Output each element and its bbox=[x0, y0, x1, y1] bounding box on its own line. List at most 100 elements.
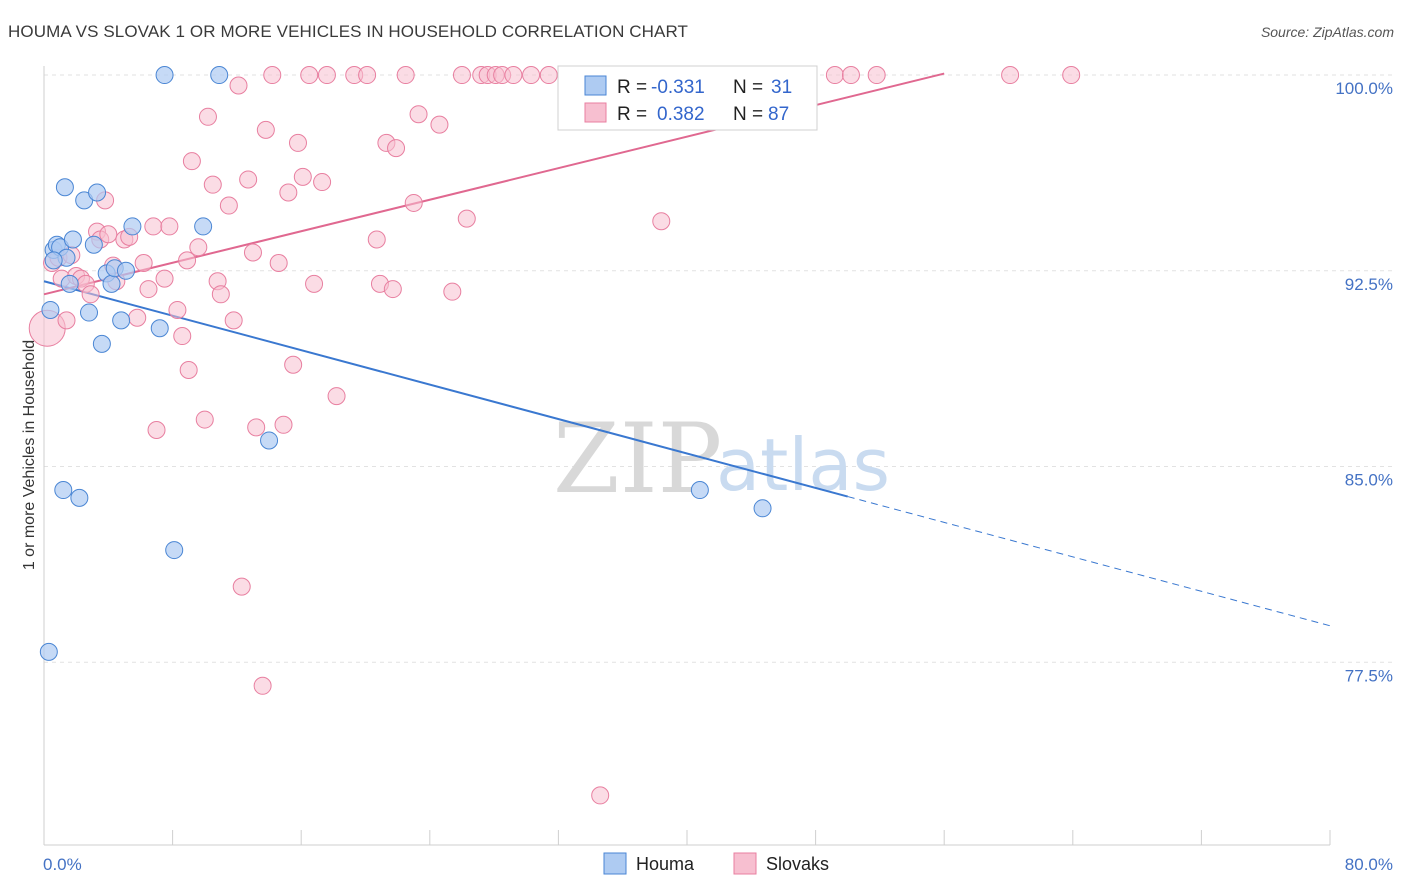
slovaks-point bbox=[288, 133, 307, 152]
houma-point bbox=[60, 274, 79, 293]
slovaks-point bbox=[144, 217, 163, 236]
houma-r-value: -0.331 bbox=[651, 77, 705, 98]
slovaks-point bbox=[358, 66, 377, 85]
slovaks-points bbox=[28, 66, 1081, 805]
slovaks-r-value: 0.382 bbox=[657, 104, 705, 125]
source-credit: Source: ZipAtlas.com bbox=[1260, 24, 1394, 40]
slovaks-point bbox=[305, 274, 324, 293]
slovaks-point bbox=[189, 238, 208, 257]
slovaks-point bbox=[203, 175, 222, 194]
legend-slovaks-swatch bbox=[733, 852, 757, 875]
houma-point bbox=[155, 66, 174, 85]
slovaks-point bbox=[284, 355, 303, 374]
series-legend: Houma Slovaks bbox=[603, 852, 829, 875]
houma-point bbox=[55, 178, 74, 197]
houma-n-value: 31 bbox=[771, 77, 792, 98]
houma-point bbox=[194, 217, 213, 236]
slovaks-point bbox=[404, 193, 423, 212]
watermark-atlas: atlas bbox=[716, 423, 890, 507]
slovaks-point bbox=[168, 300, 187, 319]
y-tick-label: 92.5% bbox=[1345, 275, 1393, 294]
houma-point bbox=[39, 642, 58, 661]
slovaks-point bbox=[179, 360, 198, 379]
slovaks-point bbox=[269, 253, 288, 272]
houma-swatch bbox=[584, 75, 607, 96]
houma-point bbox=[70, 488, 89, 507]
houma-point bbox=[102, 274, 121, 293]
slovaks-point bbox=[160, 217, 179, 236]
houma-point bbox=[116, 261, 135, 280]
slovaks-n-label: N = bbox=[733, 104, 763, 125]
slovaks-point bbox=[239, 170, 258, 189]
houma-r-label: R = bbox=[617, 77, 647, 98]
houma-point bbox=[150, 319, 169, 338]
slovaks-point bbox=[539, 66, 558, 85]
houma-point bbox=[112, 311, 131, 330]
legend-houma-label: Houma bbox=[636, 854, 695, 874]
slovaks-point bbox=[387, 139, 406, 158]
gridlines bbox=[44, 74, 1392, 663]
slovaks-point bbox=[274, 415, 293, 434]
houma-point bbox=[63, 230, 82, 249]
slovaks-point bbox=[229, 76, 248, 95]
slovaks-point bbox=[173, 327, 192, 346]
slovaks-point bbox=[367, 230, 386, 249]
slovaks-point bbox=[313, 173, 332, 192]
slovaks-point bbox=[253, 676, 272, 695]
y-axis-title: 1 or more Vehicles in Household bbox=[21, 340, 38, 570]
slovaks-point bbox=[263, 66, 282, 85]
axes bbox=[43, 66, 1331, 846]
y-tick-label: 77.5% bbox=[1345, 666, 1393, 685]
houma-point bbox=[44, 251, 63, 270]
slovaks-point bbox=[300, 66, 319, 85]
y-tick-labels: 100.0% 92.5% 85.0% 77.5% bbox=[1335, 79, 1393, 685]
slovaks-point bbox=[155, 269, 174, 288]
houma-point bbox=[260, 431, 279, 450]
slovaks-point bbox=[652, 212, 671, 231]
slovaks-point bbox=[81, 285, 100, 304]
houma-point bbox=[80, 303, 99, 322]
slovaks-point bbox=[327, 387, 346, 406]
slovaks-point bbox=[1062, 66, 1081, 85]
houma-n-label: N = bbox=[733, 77, 763, 98]
slovaks-point bbox=[198, 107, 217, 126]
houma-trend-extension bbox=[847, 496, 1331, 627]
y-tick-label: 85.0% bbox=[1345, 471, 1393, 490]
slovaks-point bbox=[452, 66, 471, 85]
slovaks-point bbox=[825, 66, 844, 85]
slovaks-point bbox=[443, 282, 462, 301]
houma-trend-line bbox=[43, 280, 849, 498]
slovaks-point bbox=[867, 66, 886, 85]
y-tick-label: 100.0% bbox=[1335, 79, 1393, 98]
x-tick-label: 0.0% bbox=[43, 855, 82, 874]
slovaks-point bbox=[219, 196, 238, 215]
slovaks-point bbox=[457, 209, 476, 228]
slovaks-r-label: R = bbox=[617, 104, 647, 125]
slovaks-point bbox=[396, 66, 415, 85]
slovaks-point bbox=[182, 152, 201, 171]
correlation-legend: R = -0.331 N = 31 R = 0.382 N = 87 bbox=[557, 65, 818, 131]
slovaks-point bbox=[522, 66, 541, 85]
slovaks-swatch bbox=[584, 102, 607, 123]
slovaks-point bbox=[504, 66, 523, 85]
slovaks-point bbox=[256, 120, 275, 139]
houma-points bbox=[39, 66, 772, 661]
chart-title: HOUMA VS SLOVAK 1 OR MORE VEHICLES IN HO… bbox=[8, 22, 689, 41]
houma-point bbox=[165, 541, 184, 560]
slovaks-point bbox=[134, 253, 153, 272]
slovaks-point bbox=[293, 167, 312, 186]
slovaks-point bbox=[139, 280, 158, 299]
slovaks-point bbox=[1001, 66, 1020, 85]
houma-point bbox=[123, 217, 142, 236]
houma-point bbox=[88, 183, 107, 202]
houma-point bbox=[54, 481, 73, 500]
houma-point bbox=[690, 481, 709, 500]
slovaks-point bbox=[383, 280, 402, 299]
x-tick-labels: 0.0% 80.0% bbox=[43, 855, 1393, 874]
slovaks-point bbox=[147, 421, 166, 440]
houma-point bbox=[92, 334, 111, 353]
houma-point bbox=[210, 66, 229, 85]
slovaks-point bbox=[243, 243, 262, 262]
slovaks-point bbox=[409, 105, 428, 124]
slovaks-point bbox=[841, 66, 860, 85]
